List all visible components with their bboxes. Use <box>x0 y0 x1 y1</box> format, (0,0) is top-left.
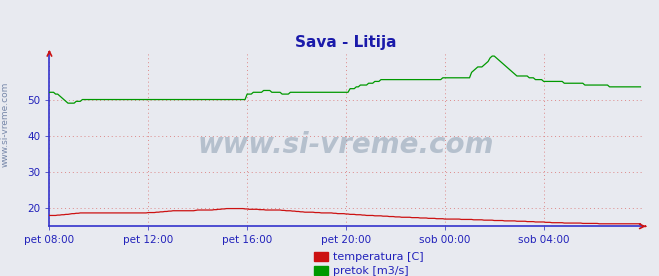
Legend: temperatura [C], pretok [m3/s]: temperatura [C], pretok [m3/s] <box>314 252 424 276</box>
Title: Sava - Litija: Sava - Litija <box>295 35 397 50</box>
Text: www.si-vreme.com: www.si-vreme.com <box>198 131 494 159</box>
Text: www.si-vreme.com: www.si-vreme.com <box>1 81 10 167</box>
